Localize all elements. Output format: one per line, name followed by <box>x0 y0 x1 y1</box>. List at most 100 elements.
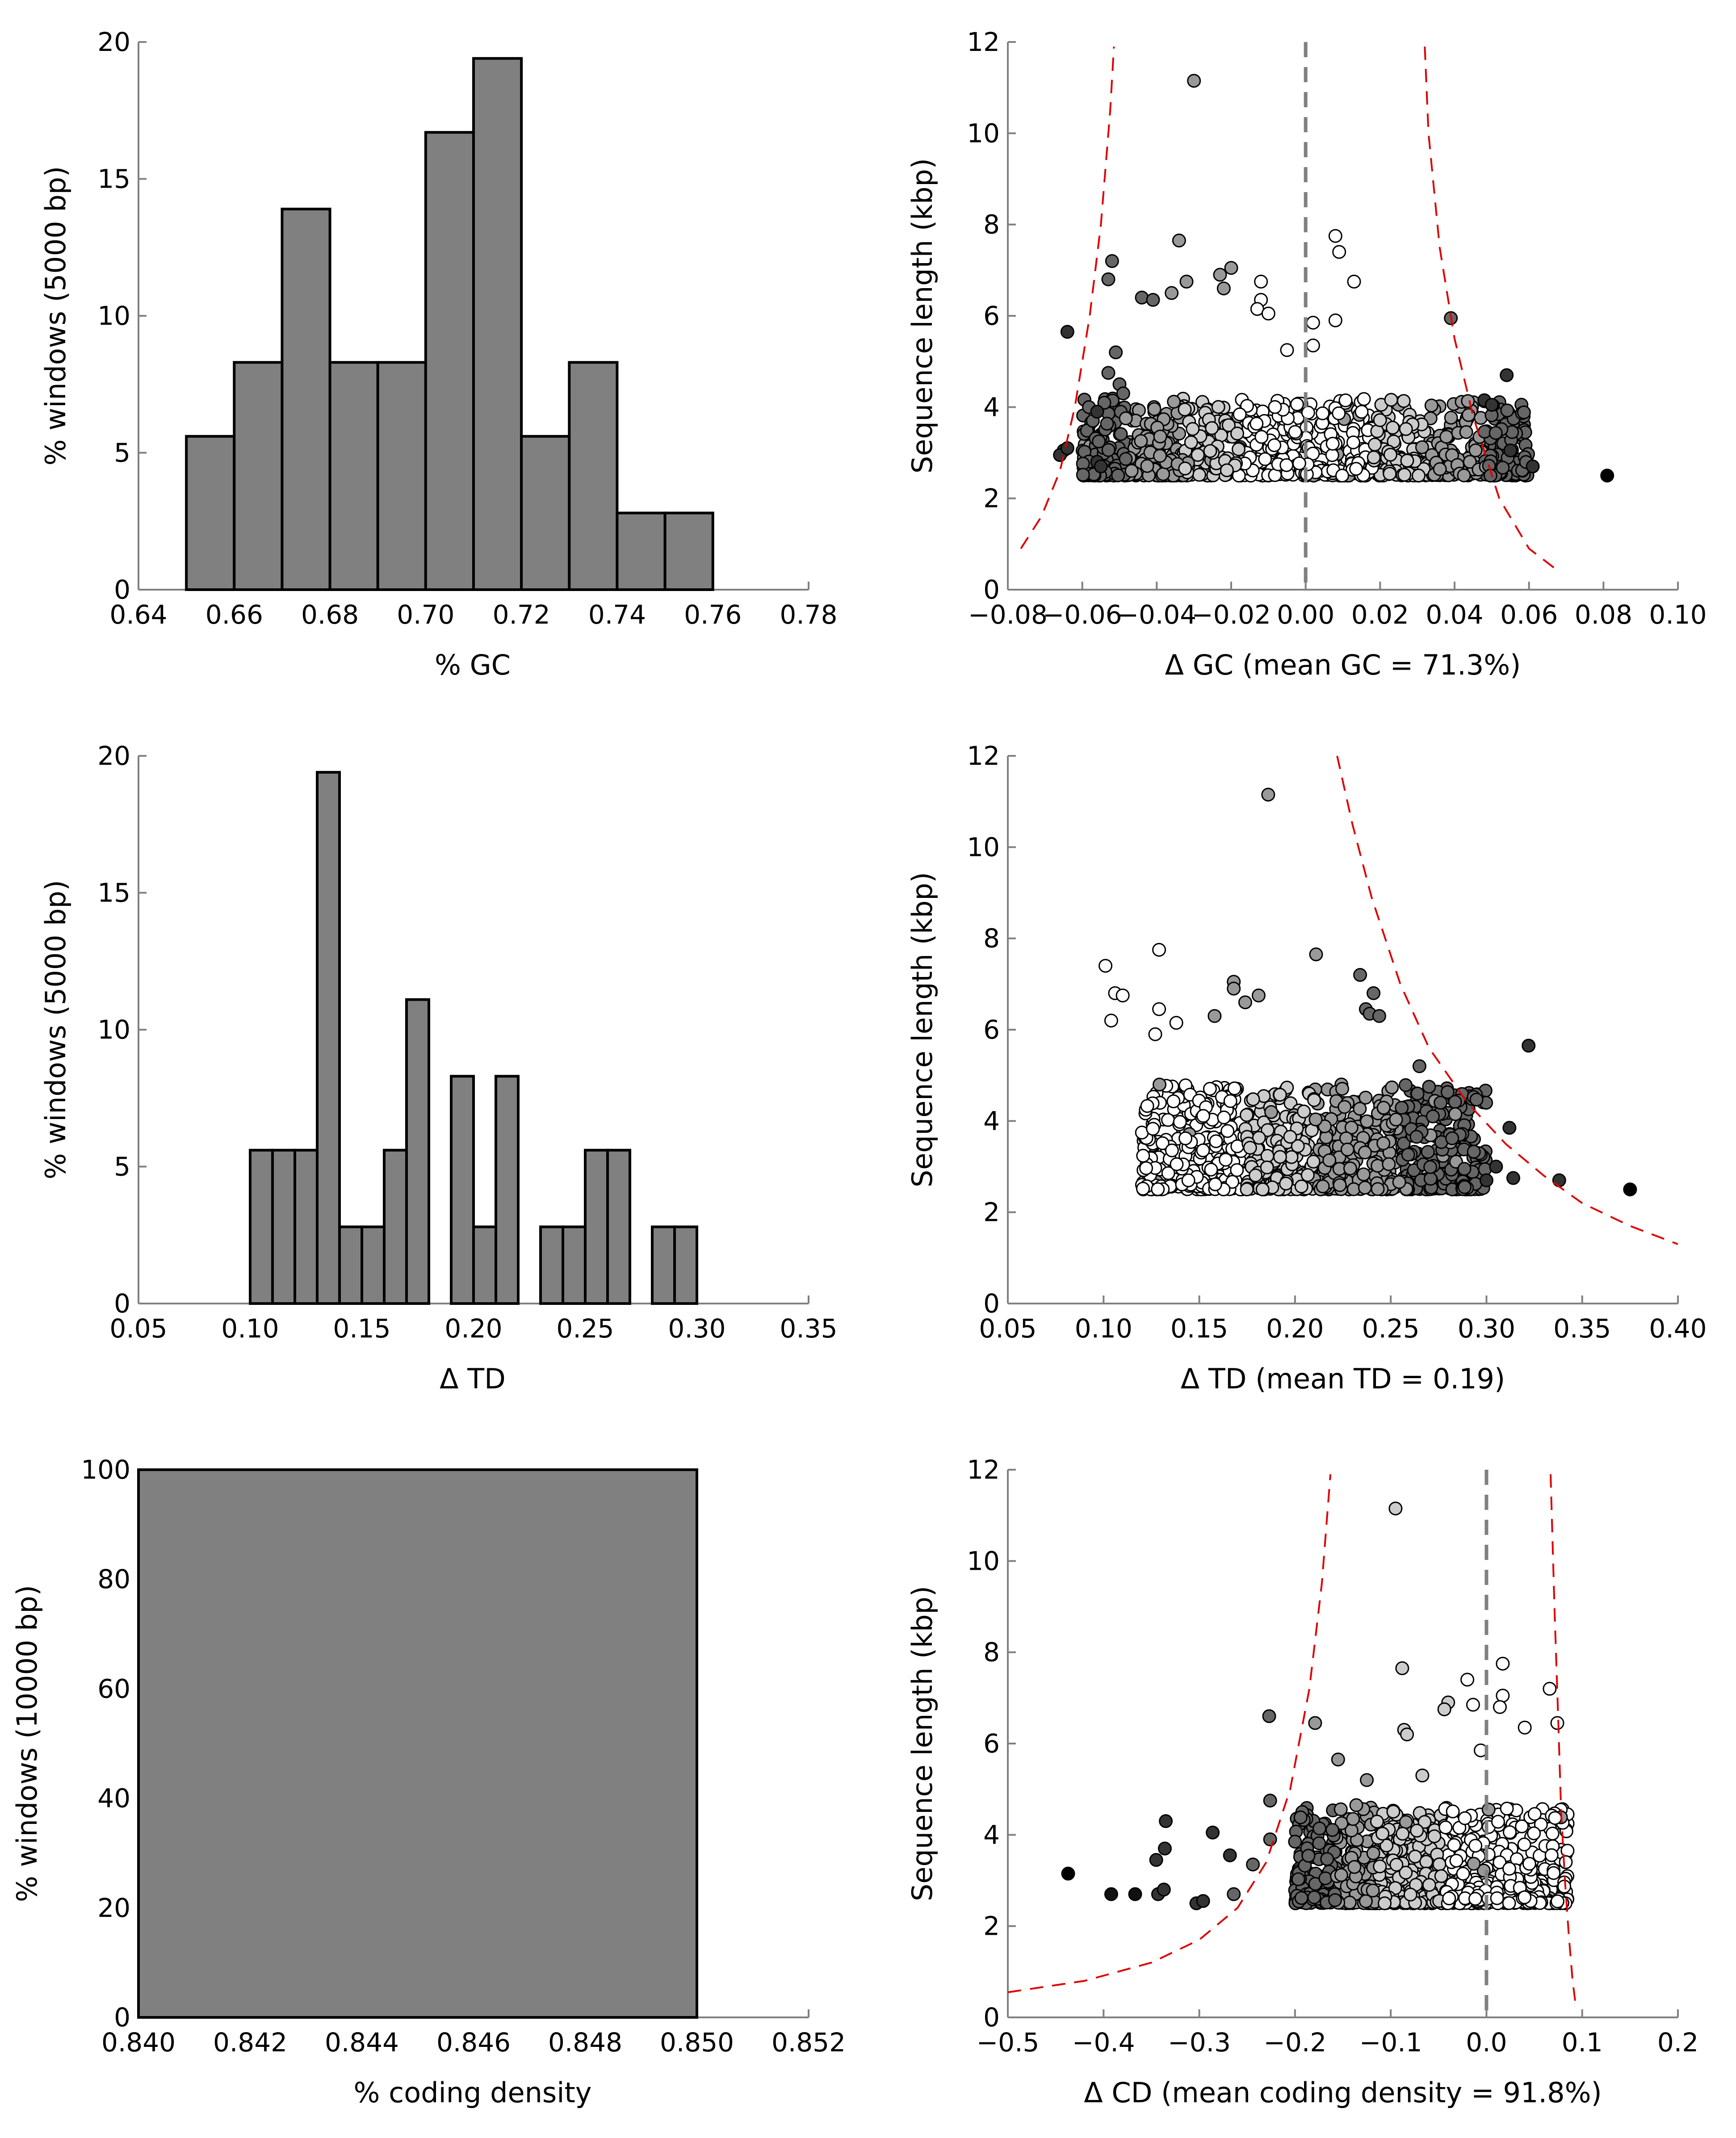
gc-scatter-point <box>1261 306 1275 321</box>
gc-scatter-x-tick-label: 0.06 <box>1500 599 1558 630</box>
td-scatter-point <box>1358 1181 1372 1195</box>
td-hist-bar <box>294 1149 319 1305</box>
cd-histogram-x-axis-title: % coding density <box>354 2076 592 2109</box>
td-scatter-point <box>1489 1160 1503 1174</box>
td-scatter-point <box>1170 1157 1184 1171</box>
gc-scatter-point <box>1250 416 1264 431</box>
cd-scatter-point <box>1373 1859 1387 1874</box>
td-scatter-point <box>1445 1131 1459 1145</box>
td-scatter-point <box>1230 1139 1245 1153</box>
gc-scatter-point <box>1179 274 1194 289</box>
gc-scatter-point <box>1230 426 1245 440</box>
cd-hist-x-tick-label: 0.844 <box>325 2027 399 2058</box>
gc-scatter-point <box>1306 315 1320 330</box>
gc-scatter-point <box>1279 458 1294 472</box>
gc-hist-bar <box>472 57 523 591</box>
cd-scatter-point <box>1447 1838 1461 1852</box>
td-hist-bar <box>405 998 430 1305</box>
td-scatter-point <box>1152 943 1166 957</box>
cd-scatter-point <box>1399 1866 1413 1880</box>
cd-scatter-point <box>1517 1837 1531 1852</box>
cd-scatter-point <box>1395 1661 1409 1675</box>
td-scatter-point <box>1308 1112 1323 1127</box>
td-hist-bar <box>338 1225 363 1305</box>
gc-scatter-x-tick-label: −0.04 <box>1117 599 1196 630</box>
td-scatter-point <box>1169 1016 1183 1030</box>
gc-hist-x-tick-label: 0.64 <box>109 599 167 630</box>
td-scatter-point <box>1146 1122 1160 1136</box>
td-scatter-point <box>1399 1078 1413 1092</box>
td-scatter-point <box>1227 1081 1241 1095</box>
cd-scatter-point <box>1518 1890 1532 1904</box>
td-scatter-point <box>1353 968 1367 982</box>
td-hist-bar <box>271 1149 296 1305</box>
gc-hist-x-tick-label: 0.78 <box>780 599 837 630</box>
gc-scatter-x-tick-label: −0.06 <box>1043 599 1122 630</box>
td-scatter-y-axis-title: Sequence length (kbp) <box>906 872 939 1187</box>
gc-scatter-point <box>1135 290 1149 305</box>
td-histogram-x-axis-title: Δ TD <box>440 1362 506 1395</box>
gc-scatter-point <box>1316 406 1330 420</box>
td-scatter-point <box>1367 986 1381 1000</box>
gc-hist-x-tick-label: 0.74 <box>588 599 646 630</box>
gc-histogram-y-axis-title: % windows (5000 bp) <box>39 166 72 465</box>
gc-scatter-x-tick-label: 0.08 <box>1575 599 1632 630</box>
gc-scatter-point <box>1224 261 1238 275</box>
cd-scatter-point <box>1415 1769 1430 1783</box>
td-scatter-x-tick-label: 0.10 <box>1075 1313 1132 1344</box>
cd-histogram-panel: 0.840 0.842 0.844 0.846 0.848 0.850 0.852 0 20 40… <box>11 1455 846 2109</box>
gc-hist-y-tick-label: 0 <box>114 574 130 605</box>
cd-scatter-point <box>1366 1883 1380 1898</box>
td-scatter-point <box>1343 1161 1357 1176</box>
td-scatter-point <box>1522 1039 1536 1053</box>
gc-scatter-point <box>1328 229 1342 243</box>
cd-scatter-point <box>1493 1855 1507 1870</box>
gc-scatter-point <box>1433 462 1447 476</box>
gc-scatter-point <box>1165 286 1179 300</box>
cd-scatter-panel: −0.5 −0.4 −0.3 −0.2 −0.1 0.0 0.1 0.2 0 2 4 6 8 10 12 Δ… <box>906 1455 1698 2109</box>
td-hist-y-tick-label: 20 <box>97 741 130 771</box>
gc-scatter-point <box>1116 386 1130 401</box>
gc-scatter-point <box>1444 411 1458 425</box>
td-scatter-point <box>1196 1109 1210 1123</box>
gc-scatter-y-tick-label: 12 <box>967 27 1000 57</box>
gc-scatter-point <box>1221 418 1236 432</box>
td-hist-x-tick-label: 0.35 <box>780 1313 837 1344</box>
gc-histogram-x-axis-title: % GC <box>435 649 511 681</box>
cd-scatter-point <box>1491 1815 1505 1829</box>
gc-scatter-point <box>1503 443 1518 457</box>
cd-scatter-x-axis-title: Δ CD (mean coding density = 91.8%) <box>1084 2076 1602 2109</box>
cd-scatter-point <box>1460 1673 1475 1687</box>
gc-hist-y-tick-label: 5 <box>114 438 130 468</box>
cd-scatter-point <box>1419 1855 1434 1869</box>
cd-histogram-y-axis-title: % windows (10000 bp) <box>11 1585 43 1902</box>
td-scatter-point <box>1395 1101 1409 1115</box>
td-hist-bar <box>383 1149 408 1305</box>
gc-scatter-point <box>1186 422 1200 436</box>
cd-scatter-point <box>1347 1860 1362 1874</box>
gc-scatter-point <box>1332 245 1346 259</box>
cd-scatter-point <box>1399 1815 1413 1829</box>
td-hist-x-tick-label: 0.10 <box>221 1313 279 1344</box>
td-scatter-point <box>1136 1182 1150 1196</box>
gc-hist-bar <box>424 131 475 591</box>
td-scatter-point <box>1335 1082 1349 1096</box>
gc-scatter-point <box>1153 449 1167 463</box>
cd-hist-bar <box>137 1468 698 2019</box>
td-scatter-point <box>1240 1108 1254 1122</box>
gc-scatter-point <box>1172 233 1186 247</box>
gc-scatter-point <box>1216 281 1231 296</box>
gc-scatter-point <box>1489 426 1503 440</box>
cd-scatter-point <box>1432 1857 1447 1871</box>
cd-scatter-point <box>1301 1849 1316 1863</box>
cd-hist-y-tick-label: 20 <box>97 1893 130 1923</box>
td-scatter-boundary-line <box>1336 756 1678 1245</box>
gc-histogram-panel: 0.64 0.66 0.68 0.70 0.72 0.74 0.76 0.78 0 5 10 15 20… <box>39 27 838 681</box>
gc-scatter-point <box>1373 413 1387 427</box>
gc-scatter-point <box>1178 402 1192 417</box>
gc-scatter-boundary-line <box>1424 46 1560 572</box>
cd-scatter-point <box>1408 1849 1422 1864</box>
gc-scatter-point <box>1288 425 1302 439</box>
gc-scatter-y-tick-label: 6 <box>983 301 1000 331</box>
gc-scatter-point <box>1101 272 1115 286</box>
